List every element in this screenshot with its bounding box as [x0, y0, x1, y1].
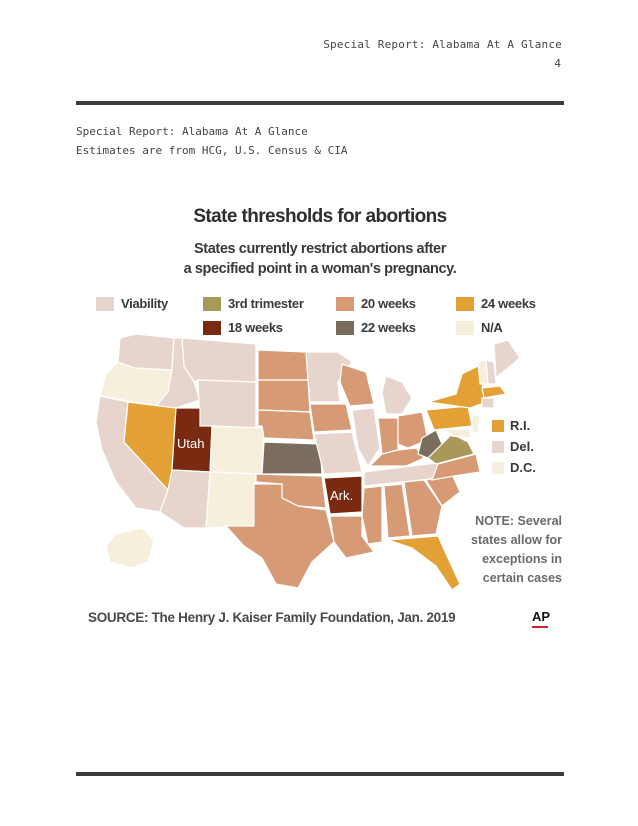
state-indiana: [377, 417, 399, 455]
state-connecticut: [481, 397, 495, 409]
legend-item-18-weeks: 18 weeks: [203, 320, 283, 335]
ap-logo: AP: [532, 609, 551, 624]
note-line: certain cases: [482, 571, 562, 585]
state-wyoming: [197, 379, 257, 429]
legend-item-24-weeks: 24 weeks: [456, 296, 536, 311]
state-kentucky: [368, 447, 425, 467]
intro-line-1: Special Report: Alabama At A Glance: [76, 125, 308, 138]
state-massachusetts: [481, 385, 508, 399]
legend-swatch: [336, 296, 354, 311]
bottom-divider: [76, 772, 564, 776]
state-new-jersey: [471, 413, 481, 435]
small-state-label: R.I.: [510, 418, 531, 433]
legend-label: 22 weeks: [361, 320, 416, 335]
state-michigan: [381, 375, 413, 415]
header-title: Special Report: Alabama At A Glance: [323, 38, 562, 51]
intro-line-2: Estimates are from HCG, U.S. Census & CI…: [76, 144, 348, 157]
note-line: exceptions in: [482, 552, 562, 566]
legend-item-viability: Viability: [96, 296, 168, 311]
state-new-hampshire: [485, 359, 497, 385]
small-state-label: D.C.: [510, 460, 536, 475]
state-kansas: [261, 441, 323, 475]
graphic-source: SOURCE: The Henry J. Kaiser Family Found…: [88, 610, 456, 625]
state-pennsylvania: [425, 405, 473, 431]
legend-item-22-weeks: 22 weeks: [336, 320, 416, 335]
legend-label: N/A: [481, 320, 503, 335]
state-montana: [181, 337, 257, 383]
legend-label: 3rd trimester: [228, 296, 304, 311]
small-state-del: Del.: [492, 439, 534, 454]
state-south-dakota: [257, 379, 311, 413]
legend-label: Viability: [121, 296, 168, 311]
state-alabama: [383, 483, 411, 539]
legend-item-na: N/A: [456, 320, 503, 335]
state-minnesota: [305, 351, 353, 403]
legend-swatch: [96, 296, 114, 311]
state-maryland: [444, 427, 473, 439]
small-state-label: Del.: [510, 439, 534, 454]
graphic-note: NOTE: Several states allow for exception…: [462, 512, 562, 588]
state-new-mexico: [205, 471, 257, 529]
state-north-dakota: [257, 349, 309, 381]
legend-swatch: [203, 320, 221, 335]
state-alaska: [105, 527, 155, 569]
page-number: 4: [554, 57, 561, 70]
legend-swatch: [203, 296, 221, 311]
state-maine: [493, 339, 521, 380]
graphic-subtitle-line-1: States currently restrict abortions afte…: [194, 241, 446, 257]
map-label-arkansas: Ark.: [330, 488, 353, 503]
note-line: NOTE: Several: [475, 514, 562, 528]
state-wisconsin: [339, 363, 375, 407]
legend-label: 18 weeks: [228, 320, 283, 335]
state-georgia: [403, 479, 443, 537]
state-new-york: [427, 365, 487, 409]
state-iowa: [309, 403, 353, 433]
us-map: Utah Ark.: [95, 333, 521, 591]
state-florida: [387, 535, 461, 591]
state-illinois: [351, 407, 381, 468]
graphic-title: State thresholds for abortions: [193, 206, 447, 227]
legend-swatch: [456, 296, 474, 311]
legend-label: 20 weeks: [361, 296, 416, 311]
small-state-swatch: [492, 419, 504, 432]
state-nebraska: [257, 409, 315, 441]
map-label-utah: Utah: [177, 436, 204, 451]
state-missouri: [313, 431, 363, 475]
small-state-swatch: [492, 440, 504, 453]
abortion-thresholds-graphic: State thresholds for abortions States cu…: [76, 196, 564, 636]
legend-swatch: [456, 320, 474, 335]
state-colorado: [209, 425, 265, 475]
state-virginia: [427, 433, 475, 465]
state-mississippi: [361, 485, 383, 545]
legend-swatch: [336, 320, 354, 335]
state-ohio: [397, 411, 429, 449]
small-state-swatch: [492, 461, 504, 474]
note-line: states allow for: [471, 533, 562, 547]
top-divider: [76, 101, 564, 105]
ap-logo-underline: [532, 626, 548, 628]
legend-item-20-weeks: 20 weeks: [336, 296, 416, 311]
graphic-subtitle-line-2: a specified point in a woman's pregnancy…: [183, 261, 457, 277]
small-state-ri: R.I.: [492, 418, 530, 433]
legend-label: 24 weeks: [481, 296, 536, 311]
legend-item-3rd-trimester: 3rd trimester: [203, 296, 304, 311]
state-texas: [224, 483, 335, 589]
small-state-dc: D.C.: [492, 460, 536, 475]
